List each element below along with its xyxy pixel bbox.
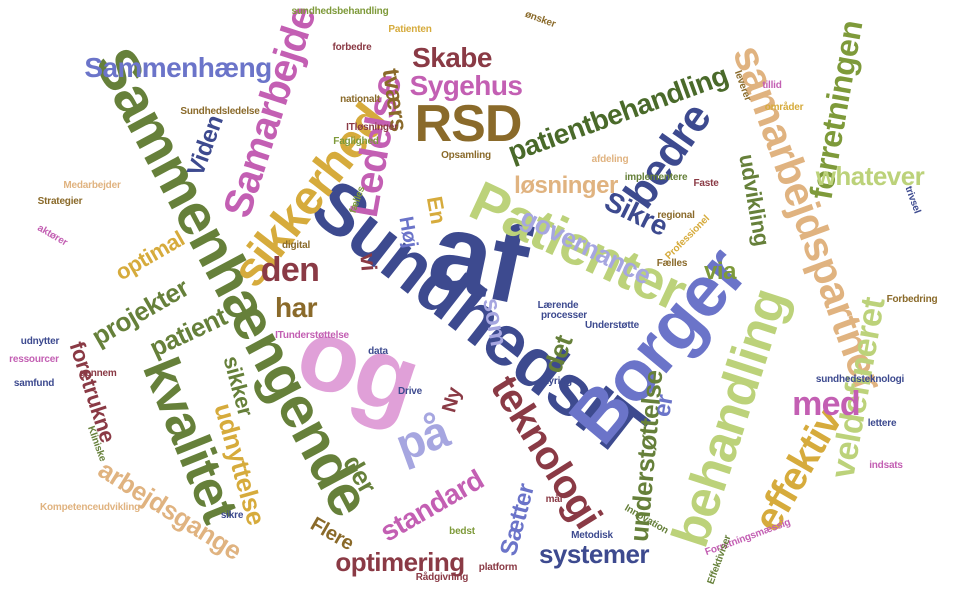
word-sygehus: Sygehus [409,70,523,101]
word-opsamling: Opsamling [441,150,491,161]
word-vi: vi [355,252,382,272]
word-rsd: RSD [414,95,523,153]
word-optimering: optimering [335,547,465,577]
word-implementere: implementere [624,172,688,183]
word-data: data [368,346,388,357]
word-itloesninger: ITløsninger [346,122,398,133]
word-patienten: Patienten [388,24,432,35]
word-via: via [704,258,736,285]
word-lettere: lettere [867,418,897,429]
word-udnytter: udnytter [20,336,60,347]
word-kompetenceudvikling: Kompetenceudvikling [39,502,141,513]
word-omraader: områder [764,102,804,113]
word-raadgivning: Rådgivning [415,572,469,583]
word-whatever: whatever [815,161,925,191]
word-processer: processer [540,310,588,321]
word-platform: platform [478,562,518,573]
word-samfund: samfund [13,378,55,389]
word-ressourcer: ressourcer [9,354,59,365]
word-har: har [275,292,317,323]
word-sundhedsbehandling: sundhedsbehandling [291,6,389,17]
word-metodisk: Metodisk [571,530,613,541]
word-nationalt: nationalt [340,94,380,105]
word-sundhedsteknologi: sundhedsteknologi [815,374,905,385]
word-sundhedsledelse: Sundhedsledelse [180,106,260,117]
word-digital: digital [281,240,311,251]
word-medarbejder: Medarbejder [63,180,121,191]
word-sammenhaeng: Sammenhæng [84,52,272,83]
word-understoette: Understøtte [585,320,639,331]
word-styring: styring [540,376,572,387]
word-regional: regional [657,210,695,221]
word-forbedre: forbedre [332,42,372,53]
word-oensker: ønsker [523,8,557,31]
word-maal: mål [545,494,563,505]
word-en: En [421,194,452,226]
word-sikre-small: sikre [220,510,244,521]
word-tillid: tillid [762,80,782,91]
word-systemer: systemer [538,539,650,569]
word-drive: Drive [397,386,423,397]
word-loesninger: løsninger [514,172,618,199]
word-faglighed: Faglighed [333,136,379,147]
word-ny: Ny [438,385,466,415]
word-afdeling: afdeling [591,154,629,165]
word-itunderstoettelse: ITunderstøttelse [275,330,349,341]
word-gennem: gennem [79,368,117,379]
word-hoej: Høj [394,214,422,250]
word-faelles: Fælles [656,258,688,269]
word-bedst: bedst [449,526,475,537]
word-viden: Viden [182,111,229,180]
word-den: den [260,251,320,289]
word-skabe: Skabe [412,42,492,73]
word-laerende: Lærende [537,300,579,311]
word-aktoerer: aktører [35,222,70,249]
word-er: er [648,392,679,419]
word-saetter: Sætter [495,481,541,559]
word-indsats: indsats [869,460,903,471]
word-med: med [792,385,861,423]
word-faste: Faste [693,178,719,189]
word-forbedring: Forbedring [886,294,938,305]
word-strategier: Strategier [37,196,83,207]
